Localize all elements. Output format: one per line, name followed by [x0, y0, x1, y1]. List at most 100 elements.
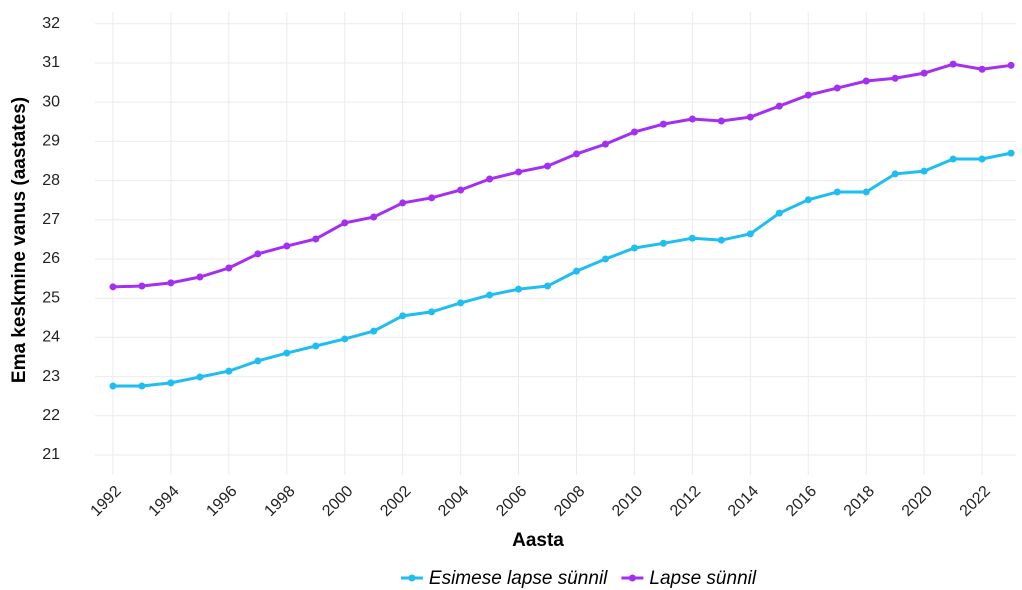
data-point [573, 150, 581, 158]
x-tick-label: 2008 [551, 483, 588, 520]
x-axis-title: Aasta [512, 530, 564, 551]
data-point [138, 382, 146, 390]
data-point [601, 255, 609, 263]
y-tick-label: 30 [42, 93, 60, 110]
y-tick-label: 23 [42, 368, 60, 385]
x-tick-label: 2022 [957, 483, 994, 520]
data-point [457, 299, 465, 307]
data-point [486, 175, 494, 183]
data-point [399, 199, 407, 207]
series-line [112, 62, 1012, 289]
y-axis-title: Ema keskmine vanus (aastates) [9, 97, 30, 383]
data-point [717, 117, 725, 125]
data-point [167, 279, 175, 287]
legend-label: Lapse sünnil [649, 568, 756, 589]
y-tick-label: 29 [42, 133, 60, 150]
data-point [746, 113, 754, 121]
data-point [370, 213, 378, 221]
data-point [804, 91, 812, 99]
data-point [746, 230, 754, 238]
y-tick-label: 21 [42, 446, 60, 463]
data-point [515, 285, 523, 293]
x-tick-label: 2000 [319, 483, 356, 520]
legend: Esimese lapse sünnil Lapse sünnil [400, 568, 757, 589]
data-point [515, 168, 523, 176]
x-tick-label: 1998 [261, 483, 298, 520]
legend-label: Esimese lapse sünnil [429, 568, 608, 589]
data-point [659, 120, 667, 128]
x-tick-label: 2020 [899, 483, 936, 520]
data-point [225, 264, 233, 272]
data-point [630, 128, 638, 136]
data-point [659, 239, 667, 247]
x-tick-label: 2006 [493, 483, 530, 520]
y-tick-label: 27 [42, 211, 60, 228]
x-tick-label: 2016 [783, 483, 820, 520]
data-point [978, 155, 986, 163]
data-point [775, 102, 783, 110]
x-tick-label: 2004 [435, 483, 472, 520]
x-tick-label: 2018 [841, 483, 878, 520]
y-tick-label: 31 [42, 54, 60, 71]
y-tick-label: 32 [42, 15, 60, 32]
data-point [428, 194, 436, 202]
x-tick-label: 1996 [203, 483, 240, 520]
data-point [196, 273, 204, 281]
data-point [109, 382, 117, 390]
data-point [1007, 149, 1015, 157]
data-point [804, 196, 812, 204]
y-tick-label: 26 [42, 250, 60, 267]
x-tick-label: 2002 [377, 483, 414, 520]
data-point [254, 250, 262, 258]
data-point [949, 60, 957, 68]
y-tick-label: 24 [42, 329, 60, 346]
data-point [196, 373, 204, 381]
data-point [283, 242, 291, 250]
data-point [920, 167, 928, 175]
data-point [312, 342, 320, 350]
data-point [399, 312, 407, 320]
data-point [949, 155, 957, 163]
data-point [544, 282, 552, 290]
data-point [920, 69, 928, 77]
data-point [225, 367, 233, 375]
data-point [833, 188, 841, 196]
data-point [109, 283, 117, 291]
data-point [775, 209, 783, 217]
data-point [457, 186, 465, 194]
y-tick-label: 25 [42, 289, 60, 306]
data-point [717, 236, 725, 244]
data-point [312, 235, 320, 243]
data-point [891, 74, 899, 82]
data-point [833, 84, 841, 92]
series-line [112, 151, 1012, 388]
data-point [341, 219, 349, 227]
data-point [428, 308, 436, 316]
data-point [544, 162, 552, 170]
data-point [688, 115, 696, 123]
data-point [370, 327, 378, 335]
data-point [254, 357, 262, 365]
legend-swatch-point [408, 574, 416, 582]
x-tick-label: 2010 [609, 483, 646, 520]
data-point [630, 244, 638, 252]
data-point [283, 349, 291, 357]
data-point [688, 234, 696, 242]
data-point [891, 170, 899, 178]
data-point [341, 335, 349, 343]
data-point [1007, 61, 1015, 69]
data-point [573, 267, 581, 275]
x-tick-label: 2014 [725, 483, 762, 520]
data-point [862, 188, 870, 196]
data-point [167, 379, 175, 387]
data-point [862, 77, 870, 85]
legend-swatch-point [628, 574, 636, 582]
x-tick-label: 1992 [88, 483, 125, 520]
data-point [601, 140, 609, 148]
data-point [486, 291, 494, 299]
x-tick-label: 1994 [146, 483, 183, 520]
y-tick-label: 28 [42, 172, 60, 189]
data-point [978, 65, 986, 73]
data-point [138, 282, 146, 290]
